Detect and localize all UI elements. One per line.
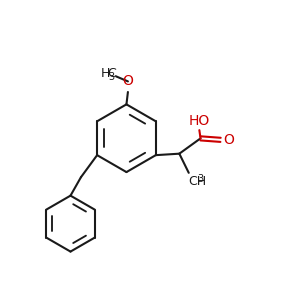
Text: CH: CH [189,175,207,188]
Text: O: O [223,133,234,147]
Text: O: O [122,74,134,88]
Text: HO: HO [188,114,210,128]
Text: C: C [107,67,116,80]
Text: 3: 3 [198,174,204,184]
Text: H: H [101,67,110,80]
Text: 3: 3 [108,72,114,82]
